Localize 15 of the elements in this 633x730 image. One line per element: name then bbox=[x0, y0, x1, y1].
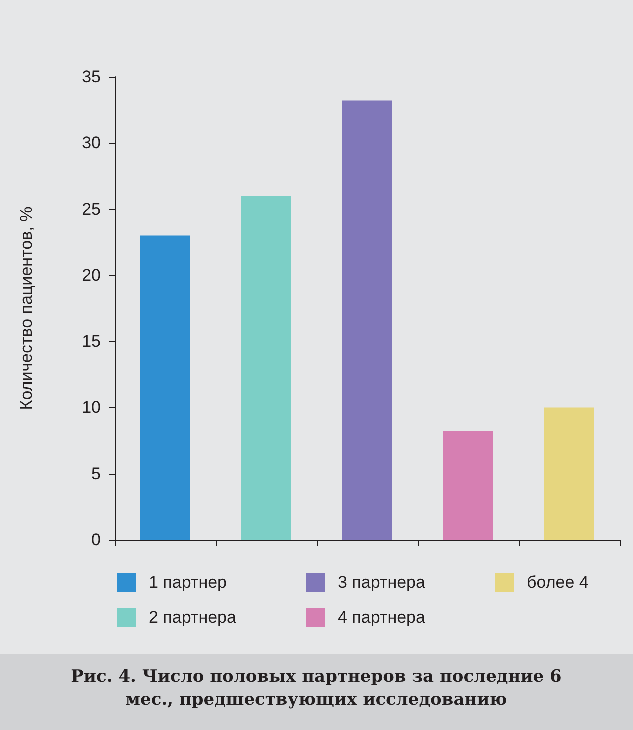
y-tick-label: 25 bbox=[82, 200, 101, 219]
legend-label: 4 партнера bbox=[338, 608, 426, 627]
y-tick-label: 10 bbox=[82, 398, 101, 418]
legend-label: 1 партнер bbox=[149, 573, 228, 592]
text: Рис. 4. Число половых партнеров за последние 6 мес., предшествующих исследованию bbox=[70, 666, 563, 712]
y-tick-label: 15 bbox=[82, 332, 101, 352]
legend-label: 2 партнера bbox=[149, 608, 237, 627]
legend-label: более 4 bbox=[527, 573, 589, 592]
y-tick-label: 35 bbox=[82, 68, 101, 86]
y-tick-label: 20 bbox=[82, 266, 101, 285]
y-axis-title: Количество пациентов, % bbox=[17, 206, 36, 410]
y-tick-label: 0 bbox=[92, 530, 101, 550]
y-tick-label: 5 bbox=[92, 464, 101, 484]
y-tick-label: 30 bbox=[82, 134, 101, 153]
legend-label: 3 партнера bbox=[338, 573, 426, 592]
